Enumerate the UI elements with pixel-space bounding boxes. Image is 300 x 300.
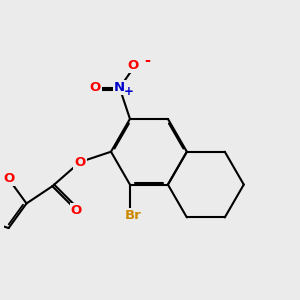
Text: O: O <box>3 172 14 185</box>
Text: N: N <box>114 81 125 94</box>
Text: Br: Br <box>125 209 142 222</box>
Text: O: O <box>74 156 86 169</box>
Text: O: O <box>128 59 139 72</box>
Text: O: O <box>71 204 82 217</box>
Text: O: O <box>90 81 101 94</box>
Text: +: + <box>123 85 133 98</box>
Text: -: - <box>144 53 150 68</box>
